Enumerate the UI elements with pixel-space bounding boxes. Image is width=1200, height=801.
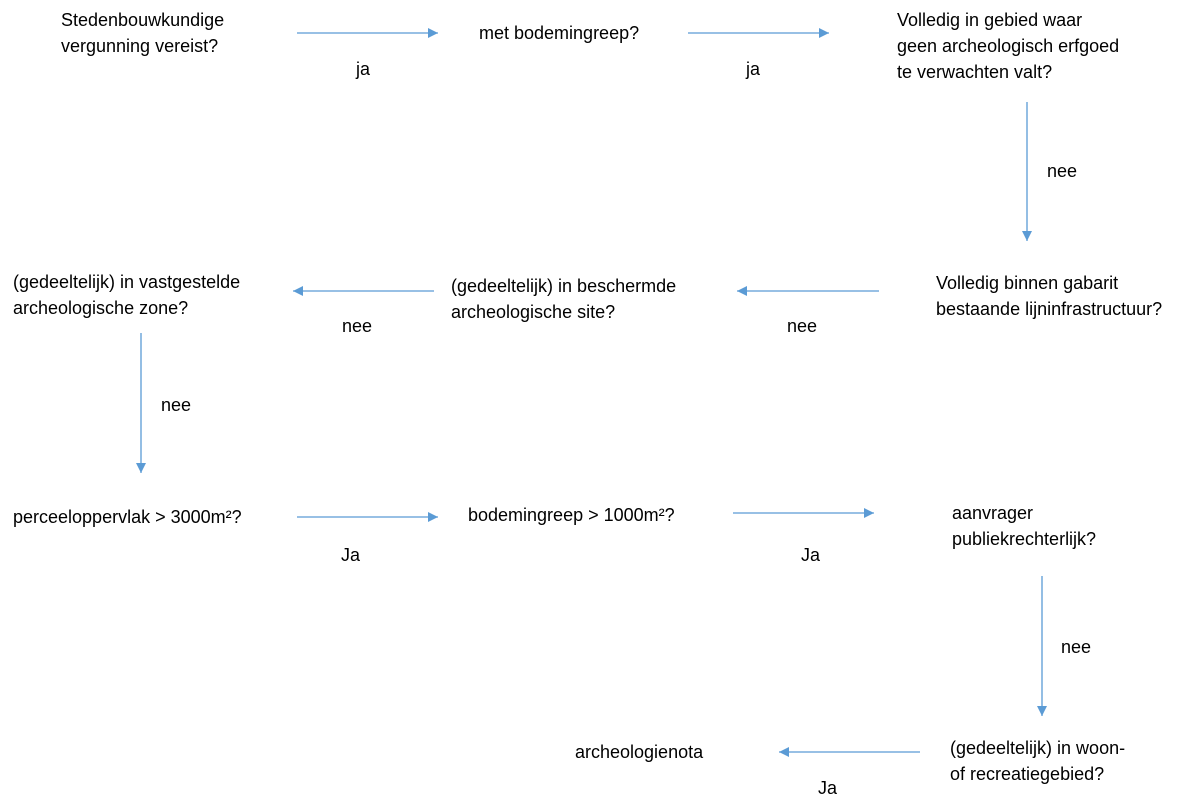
- edge-label-n1-n2: ja: [356, 59, 371, 79]
- node-stedenbouwkundige-vergunning: Stedenbouwkundige vergunning vereist?: [61, 10, 225, 56]
- node-vastgestelde-archeologische-zone: (gedeeltelijk) in vastgestelde archeolog…: [13, 272, 241, 318]
- edge-label-n8-n9: Ja: [801, 545, 821, 565]
- edge-label-n7-n8: Ja: [341, 545, 361, 565]
- node-woon-recreatiegebied: (gedeeltelijk) in woon- of recreatiegebi…: [950, 738, 1126, 784]
- node-aanvrager-publiekrechterlijk: aanvrager publiekrechterlijk?: [952, 503, 1097, 549]
- node-perceeloppervlak: perceeloppervlak > 3000m²?: [13, 507, 242, 527]
- node-archeologienota: archeologienota: [575, 742, 704, 762]
- node-met-bodemingreep: met bodemingreep?: [479, 23, 640, 43]
- node-geen-archeologisch-erfgoed: Volledig in gebied waar geen archeologis…: [897, 10, 1120, 82]
- edge-label-n3-n4: nee: [1047, 161, 1078, 181]
- node-bodemingreep-1000: bodemingreep > 1000m²?: [468, 505, 675, 525]
- edge-label-n5-n6: nee: [342, 316, 373, 336]
- edge-label-n6-n7: nee: [161, 395, 192, 415]
- node-gabarit-lijninfrastructuur: Volledig binnen gabarit bestaande lijnin…: [936, 273, 1163, 319]
- node-beschermde-archeologische-site: (gedeeltelijk) in beschermde archeologis…: [451, 276, 677, 322]
- edge-label-n10-n11: Ja: [818, 778, 838, 798]
- edge-label-n2-n3: ja: [746, 59, 761, 79]
- edge-label-n9-n10: nee: [1061, 637, 1092, 657]
- edge-label-n4-n5: nee: [787, 316, 818, 336]
